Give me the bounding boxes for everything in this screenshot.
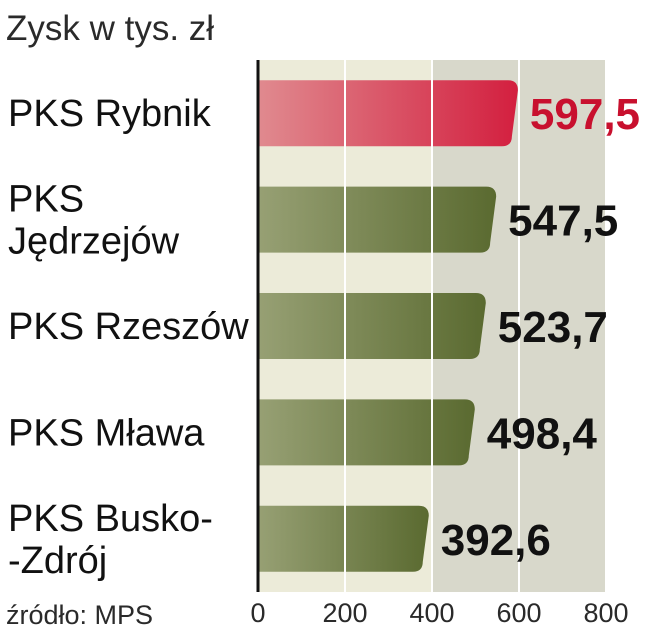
tick-label-3: 600 xyxy=(496,598,541,628)
value-label-1: 547,5 xyxy=(508,197,618,246)
bar-2 xyxy=(258,293,486,359)
category-label-0: PKS Rybnik xyxy=(8,93,212,135)
category-label-4-line-1: -Zdrój xyxy=(8,540,107,582)
bar-1 xyxy=(258,186,497,253)
bar-0 xyxy=(258,80,518,147)
category-label-4-line-0: PKS Busko- xyxy=(8,498,213,540)
value-label-2: 523,7 xyxy=(498,303,608,352)
tick-label-0: 0 xyxy=(250,598,265,628)
tick-label-1: 200 xyxy=(322,598,367,628)
tick-label-4: 800 xyxy=(583,598,628,628)
value-labels: 597,5 547,5 523,7 498,4 392,6 xyxy=(441,90,640,565)
source-note: źródło: MPS xyxy=(6,600,153,630)
category-label-2: PKS Rzeszów xyxy=(8,306,249,348)
category-label-3: PKS Mława xyxy=(8,412,205,454)
value-label-3: 498,4 xyxy=(487,409,598,458)
tick-label-2: 400 xyxy=(409,598,454,628)
plot-band-3 xyxy=(519,60,606,592)
bar-4 xyxy=(258,505,429,572)
category-label-1-line-1: Jędrzejów xyxy=(8,221,180,263)
tick-labels: 0 200 400 600 800 xyxy=(250,598,628,628)
value-label-0: 597,5 xyxy=(530,90,640,139)
grid-lines xyxy=(344,60,607,592)
category-label-1-line-0: PKS xyxy=(8,179,84,221)
bars xyxy=(258,80,518,572)
bar-3 xyxy=(258,399,475,466)
chart-title: Zysk w tys. zł xyxy=(6,9,214,48)
value-label-4: 392,6 xyxy=(441,516,551,565)
